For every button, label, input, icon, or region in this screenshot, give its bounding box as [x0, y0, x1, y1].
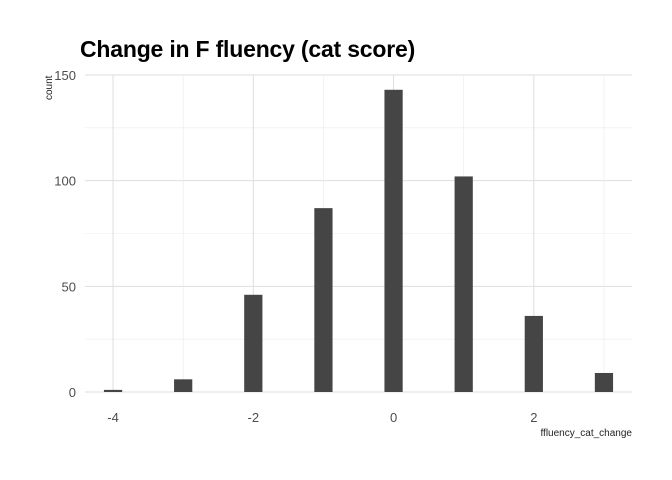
histogram-bar [314, 208, 333, 392]
histogram-bar [454, 176, 473, 392]
x-tick-label: 0 [390, 410, 397, 425]
y-tick-labels: 0 50 100 150 [54, 68, 76, 400]
histogram-bar [244, 294, 263, 392]
histogram-bar [384, 89, 403, 392]
y-tick-label: 0 [69, 385, 76, 400]
x-axis-label: ffluency_cat_change [540, 428, 632, 439]
x-tick-label: -4 [107, 410, 119, 425]
x-tick-labels: -4 -2 0 2 [107, 410, 537, 425]
grid-lines [85, 74, 632, 393]
y-tick-label: 150 [54, 68, 76, 83]
chart-title: Change in F fluency (cat score) [80, 36, 416, 62]
histogram-bar [103, 389, 123, 392]
y-tick-label: 50 [62, 279, 76, 294]
histogram-bar [174, 379, 193, 392]
histogram-bar [594, 372, 614, 392]
histogram-bar [524, 315, 543, 392]
x-tick-label: 2 [530, 410, 537, 425]
bars [103, 89, 614, 392]
y-tick-label: 100 [54, 174, 76, 189]
x-tick-label: -2 [248, 410, 260, 425]
